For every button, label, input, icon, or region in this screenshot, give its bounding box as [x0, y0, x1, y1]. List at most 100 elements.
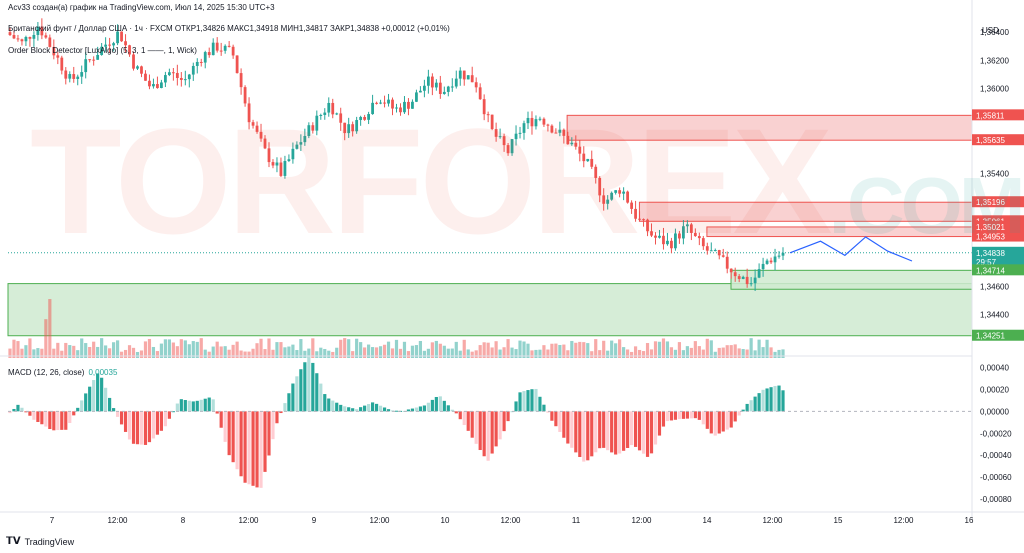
volume-bar [398, 348, 403, 358]
chart-credit: Acv33 создан(а) график на TradingView.co… [8, 3, 275, 12]
volume-bar [343, 338, 347, 358]
macd-bar [550, 411, 554, 421]
macd-bar [725, 411, 729, 430]
volume-bar [135, 351, 140, 358]
candle-body [574, 142, 578, 147]
candle-body [16, 38, 20, 40]
macd-bar [406, 409, 411, 412]
candle-body [191, 65, 195, 75]
volume-bar [478, 345, 482, 358]
macd-bar [355, 409, 359, 412]
volume-bar [665, 341, 670, 358]
macd-legend[interactable]: MACD (12, 26, close) 0,00035 [8, 368, 117, 377]
candle-body [634, 208, 637, 219]
currency-label[interactable]: USD [982, 26, 999, 35]
tradingview-logo[interactable]: 𝗧𝗩 TradingView [6, 536, 74, 547]
volume-bar [195, 341, 199, 358]
candle-body [267, 148, 271, 163]
time-tick: 7 [50, 516, 55, 525]
macd-bar [574, 411, 578, 453]
candle-body [709, 250, 713, 252]
volume-bar [474, 350, 478, 358]
macd-bar [211, 399, 215, 412]
macd-bar [251, 411, 255, 486]
candle-body [578, 146, 582, 154]
volume-bar [586, 343, 590, 358]
volume-bar [155, 351, 160, 358]
macd-bar [522, 391, 526, 412]
macd-bar [486, 411, 490, 461]
volume-bar [92, 341, 96, 358]
macd-bar [434, 396, 438, 412]
volume-bar [36, 348, 40, 358]
volume-bar [331, 351, 335, 358]
macd-bar [343, 406, 347, 412]
time-tick: 9 [312, 516, 317, 525]
macd-bar [199, 399, 203, 412]
indicator-line[interactable]: Order Block Detector [LuxAlgo] (5, 3, 1 … [8, 46, 197, 55]
candle-body [773, 256, 777, 263]
candle-body [247, 103, 251, 123]
macd-bar [187, 400, 191, 412]
candle-body [347, 124, 351, 134]
macd-bar [307, 355, 311, 412]
macd-bar [131, 411, 136, 444]
volume-bar [64, 342, 68, 358]
candle-body [689, 224, 693, 233]
candle-body [403, 101, 406, 113]
macd-bar [155, 411, 160, 435]
candle-body [383, 102, 386, 104]
volume-bar [562, 344, 566, 358]
time-tick: 12:00 [893, 516, 914, 525]
candle-body [171, 72, 175, 74]
symbol-line[interactable]: Британский фунт / Доллар США · 1ч · FXCM… [8, 24, 450, 33]
macd-bar [562, 411, 566, 438]
volume-bar [295, 350, 299, 358]
price-tick: 1,34600 [980, 282, 1009, 291]
volume-bar [614, 343, 618, 358]
candle-body [84, 59, 88, 73]
macd-tick: 0,00000 [980, 407, 1009, 416]
macd-bar [347, 407, 351, 412]
candle-body [721, 255, 725, 257]
macd-bar [773, 385, 777, 412]
volume-bar [283, 347, 287, 358]
macd-bar [207, 397, 211, 412]
macd-bar [171, 411, 175, 413]
macd-bar [100, 377, 104, 412]
macd-bar [359, 407, 363, 412]
candle-body [685, 224, 689, 227]
volume-bar [434, 340, 438, 358]
candle-body [530, 117, 534, 127]
candle-body [450, 86, 454, 88]
candle-body [630, 202, 633, 209]
candle-body [642, 219, 645, 221]
volume-bar [745, 349, 749, 358]
macd-bar [175, 403, 179, 412]
candle-body [411, 101, 414, 109]
candle-body [339, 113, 343, 123]
candle-body [279, 162, 283, 176]
macd-bar [32, 411, 36, 420]
price-label: 1,34714 [976, 266, 1005, 275]
macd-bar [28, 411, 32, 416]
candle-body [753, 277, 757, 284]
volume-bar [179, 339, 183, 358]
candle-body [618, 190, 622, 194]
volume-bar [470, 351, 474, 358]
volume-bar [721, 347, 725, 358]
candle-body [140, 66, 143, 74]
macd-bar [271, 411, 275, 440]
candle-body [602, 195, 606, 204]
macd-bar [303, 362, 307, 412]
candle-body [311, 125, 315, 131]
macd-bar [339, 404, 343, 412]
candle-body [28, 37, 32, 39]
volume-bar [582, 342, 586, 358]
volume-bar [363, 347, 367, 358]
volume-bar [299, 339, 303, 358]
macd-bar [689, 411, 693, 419]
macd-bar [502, 411, 506, 432]
candle-body [163, 75, 167, 83]
